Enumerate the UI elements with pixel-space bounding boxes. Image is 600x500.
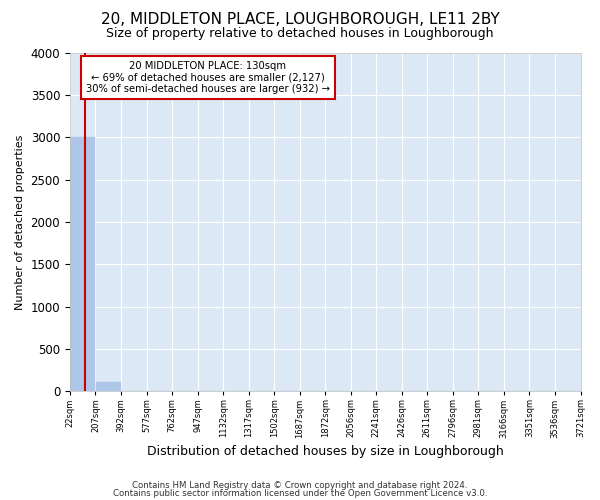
- Text: 20, MIDDLETON PLACE, LOUGHBOROUGH, LE11 2BY: 20, MIDDLETON PLACE, LOUGHBOROUGH, LE11 …: [101, 12, 499, 28]
- Text: Contains HM Land Registry data © Crown copyright and database right 2024.: Contains HM Land Registry data © Crown c…: [132, 481, 468, 490]
- X-axis label: Distribution of detached houses by size in Loughborough: Distribution of detached houses by size …: [147, 444, 503, 458]
- Text: Size of property relative to detached houses in Loughborough: Size of property relative to detached ho…: [106, 28, 494, 40]
- Bar: [70, 137, 95, 392]
- Bar: [95, 382, 121, 392]
- Text: Contains public sector information licensed under the Open Government Licence v3: Contains public sector information licen…: [113, 488, 487, 498]
- Text: 20 MIDDLETON PLACE: 130sqm
← 69% of detached houses are smaller (2,127)
30% of s: 20 MIDDLETON PLACE: 130sqm ← 69% of deta…: [86, 61, 330, 94]
- Y-axis label: Number of detached properties: Number of detached properties: [15, 134, 25, 310]
